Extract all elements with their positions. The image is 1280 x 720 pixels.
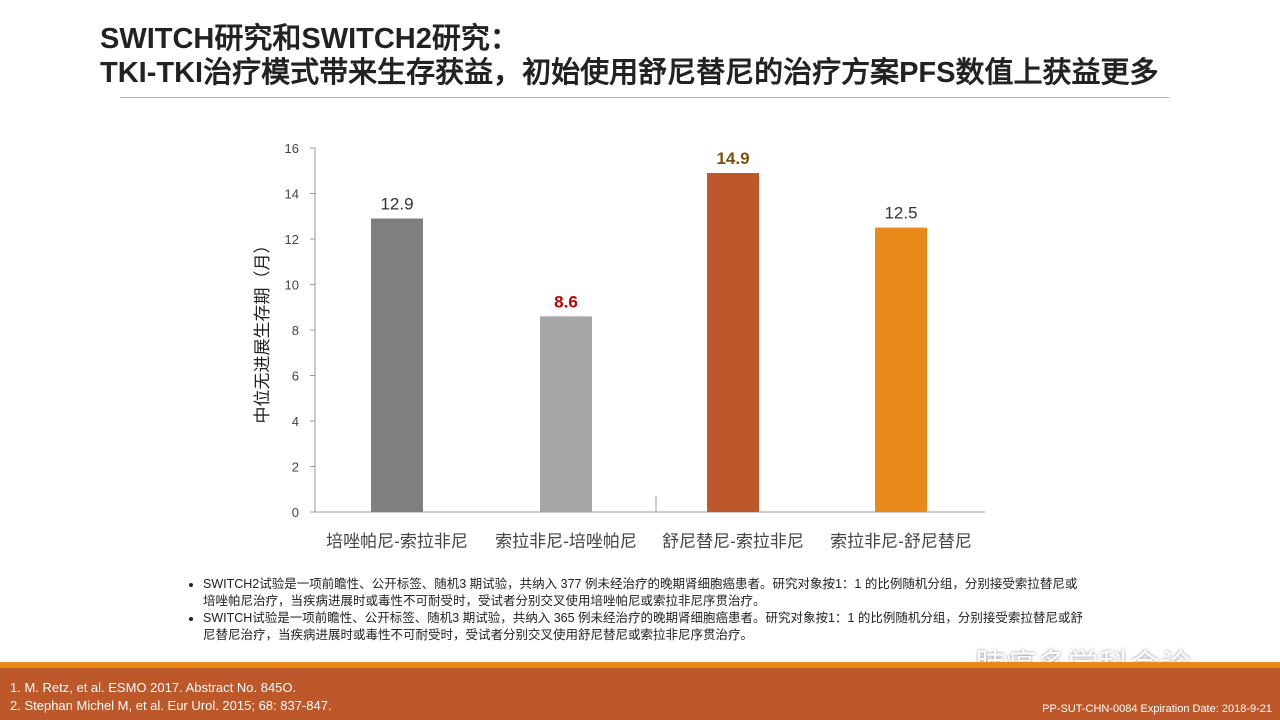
note-item: SWITCH2试验是一项前瞻性、公开标签、随机3 期试验，共纳入 377 例未经… bbox=[203, 576, 1085, 610]
slide-title: SWITCH研究和SWITCH2研究： TKI-TKI治疗模式带来生存获益，初始… bbox=[100, 22, 1159, 90]
study-notes: SWITCH2试验是一项前瞻性、公开标签、随机3 期试验，共纳入 377 例未经… bbox=[185, 576, 1085, 644]
category-label: 索拉非尼-培唑帕尼 bbox=[495, 532, 637, 551]
title-line-1: SWITCH研究和SWITCH2研究： bbox=[100, 23, 519, 55]
bar bbox=[540, 316, 592, 512]
bar bbox=[371, 218, 423, 512]
y-tick-label: 16 bbox=[285, 141, 299, 156]
footer: 1. M. Retz, et al. ESMO 2017. Abstract N… bbox=[0, 668, 1280, 720]
y-tick-label: 8 bbox=[292, 323, 299, 338]
bar bbox=[707, 173, 759, 512]
title-divider bbox=[120, 97, 1170, 98]
note-item: SWITCH试验是一项前瞻性、公开标签、随机3 期试验，共纳入 365 例未经治… bbox=[203, 610, 1085, 644]
y-tick-label: 12 bbox=[285, 232, 299, 247]
bar-chart: 0 2 4 6 8 10 12 14 16 中位无进展生存期（月） 12.9 培唑帕尼-索拉非尼 8.6… bbox=[253, 141, 985, 551]
category-label: 舒尼替尼-索拉非尼 bbox=[662, 532, 804, 551]
y-tick-label: 14 bbox=[285, 187, 299, 202]
y-tick-label: 0 bbox=[292, 505, 299, 520]
y-tick-label: 4 bbox=[292, 414, 299, 429]
title-line-2: TKI-TKI治疗模式带来生存获益，初始使用舒尼替尼的治疗方案PFS数值上获益更… bbox=[100, 57, 1159, 89]
data-label: 12.9 bbox=[380, 195, 413, 214]
data-label: 14.9 bbox=[716, 149, 749, 168]
data-label: 12.5 bbox=[884, 204, 917, 223]
category-label: 索拉非尼-舒尼替尼 bbox=[830, 532, 972, 551]
y-axis-label: 中位无进展生存期（月） bbox=[253, 237, 272, 424]
bar bbox=[875, 227, 927, 512]
data-label: 8.6 bbox=[554, 292, 578, 311]
category-label: 培唑帕尼-索拉非尼 bbox=[326, 532, 468, 551]
footer-accent-strip bbox=[0, 662, 1280, 668]
y-tick-label: 2 bbox=[292, 460, 299, 475]
reference-1: 1. M. Retz, et al. ESMO 2017. Abstract N… bbox=[10, 680, 297, 695]
y-tick-label: 6 bbox=[292, 369, 299, 384]
reference-2: 2. Stephan Michel M, et al. Eur Urol. 20… bbox=[10, 698, 332, 713]
y-tick-label: 10 bbox=[285, 278, 299, 293]
footer-code: PP-SUT-CHN-0084 Expiration Date: 2018-9-… bbox=[1042, 703, 1272, 715]
